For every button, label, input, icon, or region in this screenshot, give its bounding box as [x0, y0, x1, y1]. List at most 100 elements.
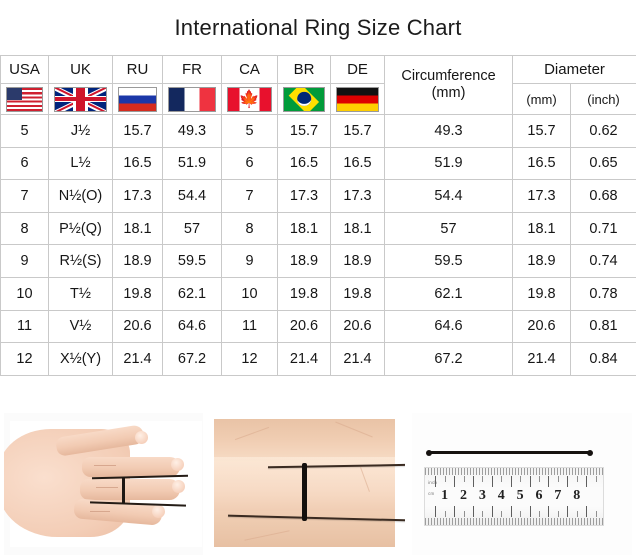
col-header-diameter-mm: (mm) [512, 83, 571, 115]
ruler-number: 7 [554, 488, 562, 503]
ruler-number: 4 [497, 488, 505, 503]
cell-fr: 62.1 [162, 276, 222, 311]
table-row: 11 V½ 20.6 64.6 11 20.6 20.6 64.6 20.6 0.81 [0, 309, 636, 344]
cell-ca: 6 [221, 146, 278, 181]
cell-ca: 8 [221, 211, 278, 246]
table-row: 8 P½(Q) 18.1 57 8 18.1 18.1 57 18.1 0.71 [0, 211, 636, 246]
measured-thread [426, 449, 594, 456]
col-header-fr: FR [162, 55, 222, 84]
cell-uk: N½(O) [48, 179, 113, 213]
cell-dia_in: 0.71 [569, 211, 636, 246]
cell-usa: 12 [0, 342, 49, 376]
flag-russia-icon [118, 86, 157, 112]
flag-cell-de [330, 83, 385, 115]
cell-dia_mm: 18.1 [512, 211, 571, 246]
cell-dia_in: 0.65 [569, 146, 636, 181]
cell-uk: P½(Q) [48, 211, 113, 246]
cell-dia_in: 0.62 [569, 114, 636, 148]
flag-cell-fr [162, 83, 222, 115]
cell-br: 15.7 [277, 114, 331, 148]
cell-dia_in: 0.81 [569, 309, 636, 344]
cell-de: 19.8 [330, 276, 385, 311]
cell-br: 19.8 [277, 276, 331, 311]
cell-de: 20.6 [330, 309, 385, 344]
cell-dia_mm: 17.3 [512, 179, 571, 213]
table-row: 5 J½ 15.7 49.3 5 15.7 15.7 49.3 15.7 0.62 [0, 114, 636, 148]
col-header-ca: CA [221, 55, 278, 84]
flag-cell-ru [112, 83, 163, 115]
ruler-number: 2 [460, 488, 468, 503]
cell-usa: 7 [0, 179, 49, 213]
cell-circ: 49.3 [384, 114, 513, 148]
flag-france-icon [168, 86, 216, 112]
flag-brazil-icon [283, 86, 325, 112]
cell-dia_mm: 20.6 [512, 309, 571, 344]
ruler-unit-bottom: cm [428, 491, 435, 496]
ruler-number: 6 [535, 488, 543, 503]
cell-de: 16.5 [330, 146, 385, 181]
cell-br: 18.1 [277, 211, 331, 246]
cell-fr: 54.4 [162, 179, 222, 213]
col-header-usa: USA [0, 55, 49, 84]
cell-fr: 51.9 [162, 146, 222, 181]
cell-ca: 5 [221, 114, 278, 148]
cell-circ: 62.1 [384, 276, 513, 311]
thread-wrap-mark [302, 463, 308, 521]
cell-usa: 5 [0, 114, 49, 148]
cell-dia_in: 0.84 [569, 342, 636, 376]
ruler-number: 1 [441, 488, 449, 503]
cell-uk: X½(Y) [48, 342, 113, 376]
cell-usa: 10 [0, 276, 49, 311]
cell-usa: 9 [0, 244, 49, 278]
header-flag-row: (mm) (inch) [0, 83, 636, 115]
cell-fr: 57 [162, 211, 222, 246]
page-title: International Ring Size Chart [174, 14, 462, 40]
table-row: 10 T½ 19.8 62.1 10 19.8 19.8 62.1 19.8 0.78 [0, 276, 636, 311]
cell-ca: 9 [221, 244, 278, 278]
cell-de: 17.3 [330, 179, 385, 213]
cell-dia_mm: 15.7 [512, 114, 571, 148]
ring-size-table: USA UK RU FR CA BR DE Circumference (mm)… [0, 55, 636, 376]
col-header-ru: RU [112, 55, 163, 84]
flag-cell-ca [221, 83, 278, 115]
cell-fr: 67.2 [162, 342, 222, 376]
cell-ru: 16.5 [112, 146, 163, 181]
cell-usa: 11 [0, 309, 49, 344]
cell-dia_mm: 16.5 [512, 146, 571, 181]
cell-de: 18.1 [330, 211, 385, 246]
cell-ru: 18.1 [112, 211, 163, 246]
col-header-uk: UK [48, 55, 113, 84]
flag-cell-br [277, 83, 331, 115]
cell-ru: 18.9 [112, 244, 163, 278]
cell-fr: 64.6 [162, 309, 222, 344]
thread-around-finger [122, 477, 125, 504]
cell-dia_mm: 19.8 [512, 276, 571, 311]
flag-usa-icon [6, 86, 43, 112]
cell-ru: 19.8 [112, 276, 163, 311]
cell-br: 18.9 [277, 244, 331, 278]
hand-illustration [4, 413, 204, 555]
cell-dia_in: 0.68 [569, 179, 636, 213]
cell-ru: 21.4 [112, 342, 163, 376]
cell-ru: 17.3 [112, 179, 163, 213]
col-header-circumference: Circumference (mm) [384, 55, 513, 115]
cell-circ: 59.5 [384, 244, 513, 278]
col-header-br: BR [277, 55, 331, 84]
cell-dia_in: 0.74 [569, 244, 636, 278]
cell-uk: R½(S) [48, 244, 113, 278]
table-row: 9 R½(S) 18.9 59.5 9 18.9 18.9 59.5 18.9 0.74 [0, 244, 636, 278]
table-body: 5 J½ 15.7 49.3 5 15.7 15.7 49.3 15.7 0.62 6 L½ 16.5 5… [0, 114, 636, 376]
table-row: 12 X½(Y) 21.4 67.2 12 21.4 21.4 67.2 21.4 0.84 [0, 342, 636, 376]
ruler-number: 8 [573, 488, 581, 503]
cell-circ: 64.6 [384, 309, 513, 344]
cell-ca: 10 [221, 276, 278, 311]
ruler-unit-top: inch [428, 480, 438, 485]
cell-de: 18.9 [330, 244, 385, 278]
cell-fr: 49.3 [162, 114, 222, 148]
cell-de: 21.4 [330, 342, 385, 376]
table-row: 6 L½ 16.5 51.9 6 16.5 16.5 51.9 16.5 0.65 [0, 146, 636, 181]
cell-usa: 8 [0, 211, 49, 246]
